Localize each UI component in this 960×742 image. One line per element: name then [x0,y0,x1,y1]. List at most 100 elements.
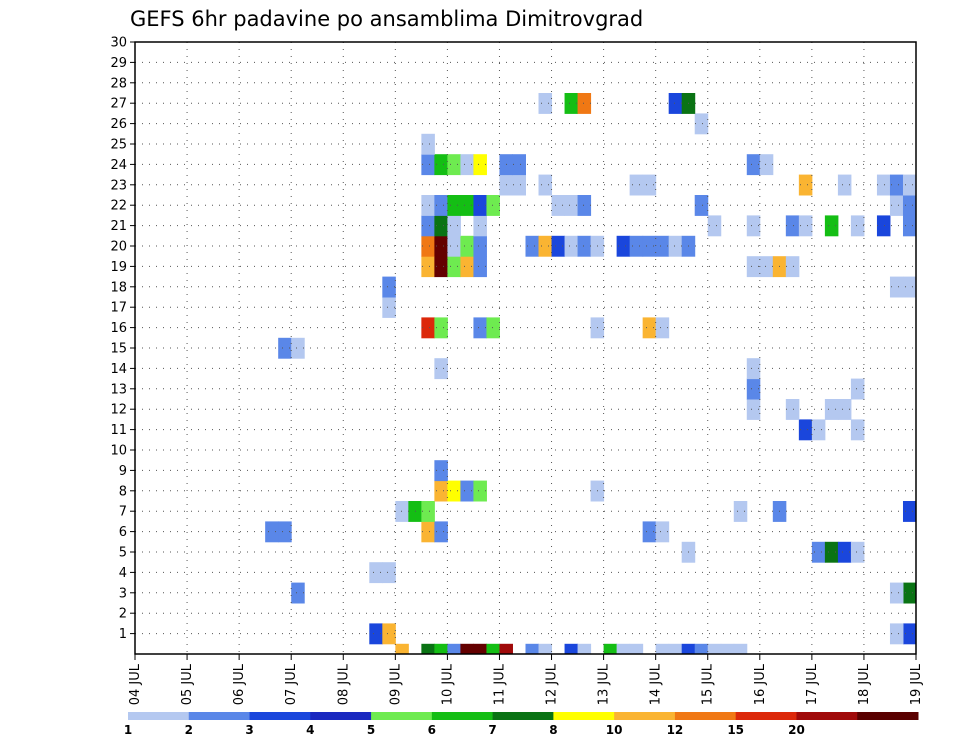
cell-r15-c12 [291,337,305,359]
cell-r20-c25 [460,235,474,257]
cell-r6-c40 [655,521,670,543]
cell-r4-c19 [382,562,396,584]
legend-swatch-2 [249,712,311,720]
legend-swatch-0 [128,712,190,720]
y-tick-label-14: 14 [110,362,127,377]
cell-bottom-35 [564,643,579,654]
y-tick-label-2: 2 [119,607,127,622]
heatmap-cells [265,93,917,654]
y-tick-label-20: 20 [110,240,127,255]
cell-r7-c46 [733,501,748,522]
cell-r20-c40 [655,235,670,257]
cell-r19-c26 [473,256,487,278]
cell-r12-c47 [746,399,761,420]
y-tick-label-28: 28 [110,76,127,91]
cell-r24-c48 [759,154,774,176]
legend-swatch-10 [735,712,797,720]
legend-swatch-6 [492,712,554,720]
y-tick-label-12: 12 [110,403,127,418]
cell-bottom-29 [525,643,540,654]
legend-label-11: 20 [788,723,805,737]
cell-r6-c10 [265,521,279,543]
cell-r21-c23 [434,215,448,237]
y-tick-label-17: 17 [110,301,127,316]
cell-r18-c58 [889,276,904,298]
cell-r20-c23 [434,235,448,257]
cell-bottom-33 [538,643,553,654]
cell-r23-c38 [629,174,644,196]
legend-label-6: 7 [488,723,496,737]
legend-label-4: 5 [367,723,375,737]
cell-r20-c22 [421,235,435,257]
x-tick-label-10: 14 JUL [649,663,664,705]
y-tick-label-13: 13 [110,382,127,397]
cell-bottom-43 [668,643,683,654]
cell-r24-c22 [421,154,435,176]
cell-r24-c24 [447,154,461,176]
x-tick-label-11: 15 JUL [701,663,716,705]
cell-bottom-12 [447,643,461,654]
cell-r23-c31 [538,174,553,196]
y-tick-label-11: 11 [110,423,127,438]
legend-swatch-9 [674,712,737,720]
y-tick-label-15: 15 [110,342,127,357]
cell-r27-c33 [564,93,579,114]
cell-r19-c22 [421,256,435,278]
cell-bottom-44 [681,643,696,654]
cell-r17-c19 [382,297,396,318]
cell-r16-c39 [642,317,657,339]
cell-bottom-14 [460,643,474,654]
legend-swatch-3 [310,712,372,720]
y-tick-label-27: 27 [110,97,127,112]
cell-r8-c24 [447,480,461,502]
y-tick-label-22: 22 [110,199,127,214]
cell-r24-c25 [460,154,474,176]
cell-r22-c32 [551,195,566,216]
x-tick-label-8: 12 JUL [545,663,560,705]
cell-r6-c39 [642,521,657,543]
cell-r22-c26 [473,195,487,216]
legend-label-1: 2 [185,723,193,737]
color-legend: 1 2 3 4 5 6 7 8 10 12 15 20 [124,712,919,737]
cell-r23-c54 [837,174,852,196]
legend-swatch-12 [857,712,919,720]
cell-r21-c51 [798,215,813,237]
cell-r9-c23 [434,460,448,482]
legend-label-10: 15 [727,723,744,737]
cell-bottom-18 [473,643,487,654]
cell-r20-c33 [564,235,579,257]
y-tick-label-4: 4 [119,566,127,581]
x-tick-label-0: 04 JUL [128,663,143,705]
x-tick-label-14: 18 JUL [857,663,872,705]
cell-r12-c53 [824,399,839,420]
y-tick-label-26: 26 [110,117,127,132]
legend-swatch-11 [796,712,858,720]
cell-r22-c25 [460,195,474,216]
x-tick-label-12: 16 JUL [753,663,768,705]
cell-r21-c50 [785,215,800,237]
cell-r11-c52 [811,419,826,441]
y-tick-label-10: 10 [110,444,127,459]
y-tick-label-23: 23 [110,178,127,193]
cell-r23-c59 [902,174,917,196]
cell-r8-c25 [460,480,474,502]
legend-swatch-1 [188,712,251,720]
cell-r16-c40 [655,317,670,339]
legend-label-9: 12 [667,723,684,737]
cell-r22-c23 [434,195,448,216]
cell-r6-c22 [421,521,435,543]
cell-r25-c22 [421,133,435,155]
cell-r7-c59 [902,501,917,522]
cell-bottom-8 [434,643,448,654]
cell-r1-c18 [369,623,383,645]
legend-swatch-5 [431,712,494,720]
cell-r23-c29 [512,174,526,196]
cell-r8-c23 [434,480,448,502]
cell-r22-c33 [564,195,579,216]
cell-r27-c34 [577,93,592,114]
legend-label-7: 8 [549,723,557,737]
cell-r24-c26 [473,154,487,176]
cell-r21-c24 [447,215,461,237]
grid-lines [135,42,916,654]
legend-label-5: 6 [428,723,436,737]
